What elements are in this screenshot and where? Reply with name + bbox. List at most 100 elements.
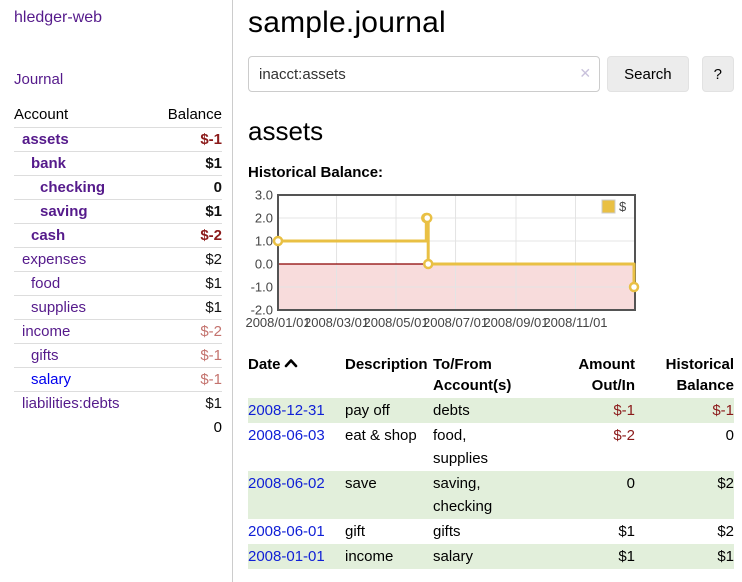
sidebar-account-cash[interactable]: cash <box>31 227 66 244</box>
search-input[interactable] <box>248 56 601 92</box>
main-panel: sample.journal ✕ Search ? assets Histori… <box>245 0 734 569</box>
accounts-total-spacer <box>14 415 151 440</box>
sort-ascending-icon <box>284 359 297 368</box>
account-balance: $1 <box>151 271 222 296</box>
register-date-link[interactable]: 2008-06-03 <box>248 427 325 444</box>
register-header-description: Description <box>345 356 428 373</box>
account-balance: 0 <box>151 175 222 200</box>
account-heading: assets <box>248 116 324 146</box>
y-axis-tick-label: 2.0 <box>255 211 273 226</box>
sidebar-account-food[interactable]: food <box>31 275 61 292</box>
account-balance: $1 <box>151 391 222 415</box>
accounts-header-account: Account <box>14 103 152 128</box>
register-date-link[interactable]: 2008-06-01 <box>248 523 325 540</box>
account-row: income $-2 <box>14 319 222 344</box>
register-account: saving, checking <box>433 475 493 515</box>
sidebar-account-expenses[interactable]: expenses <box>22 251 87 268</box>
x-axis-tick-label: 2008/11/01 <box>543 315 607 330</box>
register-date-link[interactable]: 2008-06-02 <box>248 475 325 492</box>
account-balance: $-1 <box>151 367 222 392</box>
register-date-link[interactable]: 2008-12-31 <box>248 402 325 419</box>
accounts-table: Account Balance assets $-1 bank $1 checking 0… <box>14 103 222 440</box>
legend-label: $ <box>619 199 627 214</box>
register-header-balance: Historical Balance <box>665 356 734 394</box>
register-amount: 0 <box>626 475 635 492</box>
register-balance: $2 <box>717 523 734 540</box>
register-header-account: To/From Account(s) <box>433 356 512 394</box>
register-description: save <box>345 475 377 492</box>
plot-border <box>277 194 636 311</box>
account-balance: $2 <box>151 247 222 272</box>
sidebar-account-checking[interactable]: checking <box>40 179 106 196</box>
register-row: 2008-06-01 gift gifts $1 $2 <box>248 519 734 544</box>
account-balance: $1 <box>151 199 222 224</box>
account-row: supplies $1 <box>14 295 222 320</box>
account-row: liabilities:debts $1 <box>14 391 222 415</box>
account-row: expenses $2 <box>14 247 222 272</box>
sidebar-account-liabilities-debts[interactable]: liabilities:debts <box>22 395 120 412</box>
sidebar-account-income[interactable]: income <box>22 323 71 340</box>
account-row: cash $-2 <box>14 223 222 248</box>
register-description: gift <box>345 523 366 540</box>
sidebar-item-journal[interactable]: Journal <box>14 71 64 88</box>
register-account: debts <box>433 402 470 419</box>
accounts-total-row: 0 <box>14 415 222 440</box>
register-row: 2008-12-31 pay off debts $-1 $-1 <box>248 398 734 423</box>
register-amount: $-2 <box>613 427 635 444</box>
register-account: salary <box>433 548 474 565</box>
search-box: ✕ <box>248 56 601 92</box>
register-account: food, supplies <box>433 427 489 467</box>
x-axis-tick-label: 2008/09/01 <box>483 315 548 330</box>
data-point-marker <box>272 235 284 247</box>
account-balance: $1 <box>151 151 222 176</box>
register-row: 2008-06-03 eat & shop food, supplies $-2 0 <box>248 423 734 471</box>
register-header-amount: Amount Out/In <box>578 356 635 394</box>
page-title: sample.journal <box>248 6 446 39</box>
data-point-marker <box>421 212 433 224</box>
register-balance: $1 <box>717 548 734 565</box>
account-balance: $-1 <box>200 131 222 148</box>
register-header-date[interactable]: Date <box>248 354 345 398</box>
account-row: saving $1 <box>14 199 222 224</box>
account-balance: $-2 <box>151 319 222 344</box>
register-account: gifts <box>433 523 461 540</box>
sidebar-account-saving[interactable]: saving <box>40 203 88 220</box>
accounts-header-row: Account Balance <box>14 103 222 128</box>
account-row: gifts $-1 <box>14 343 222 368</box>
search-button[interactable]: Search <box>607 56 689 92</box>
sidebar-account-assets[interactable]: assets <box>22 131 69 148</box>
x-axis-tick-label: 2008/01/01 <box>245 315 310 330</box>
register-row: 2008-01-01 income salary $1 $1 <box>248 544 734 569</box>
sidebar: hledger-web Journal Account Balance asse… <box>0 0 233 582</box>
account-row: bank $1 <box>14 151 222 176</box>
accounts-total-value: 0 <box>213 419 222 436</box>
app-title-link[interactable]: hledger-web <box>14 9 103 26</box>
register-description: eat & shop <box>345 427 417 444</box>
data-point-marker <box>422 258 434 270</box>
search-row: ✕ Search ? <box>248 56 734 92</box>
sidebar-account-salary[interactable]: salary <box>31 371 72 388</box>
account-row: assets $-1 <box>14 128 222 152</box>
register-row: 2008-06-02 save saving, checking 0 $2 <box>248 471 734 519</box>
account-balance: $-2 <box>151 223 222 248</box>
account-row: checking 0 <box>14 175 222 200</box>
sidebar-account-bank[interactable]: bank <box>31 155 67 172</box>
register-amount: $1 <box>618 523 635 540</box>
sidebar-account-gifts[interactable]: gifts <box>31 347 59 364</box>
chart-title: Historical Balance: <box>248 164 384 181</box>
clear-search-icon[interactable]: ✕ <box>579 65 592 81</box>
register-date-link[interactable]: 2008-01-01 <box>248 548 325 565</box>
legend-swatch <box>601 199 616 214</box>
register-balance: $-1 <box>712 402 734 419</box>
data-point-marker <box>628 281 640 293</box>
y-axis-tick-label: 0.0 <box>255 257 273 272</box>
account-row: salary $-1 <box>14 367 222 392</box>
sidebar-account-supplies[interactable]: supplies <box>31 299 87 316</box>
y-axis-tick-label: -2.0 <box>251 303 273 318</box>
register-amount: $1 <box>618 548 635 565</box>
register-balance: $2 <box>717 475 734 492</box>
historical-balance-chart: $3.0 2.0 1.0 0.0 -1.0 -2.02008/01/012008/03/0… <box>245 188 640 330</box>
account-row: food $1 <box>14 271 222 296</box>
help-button[interactable]: ? <box>701 56 734 92</box>
register-header-row: Date Description To/From Account(s) Amou… <box>248 354 734 398</box>
